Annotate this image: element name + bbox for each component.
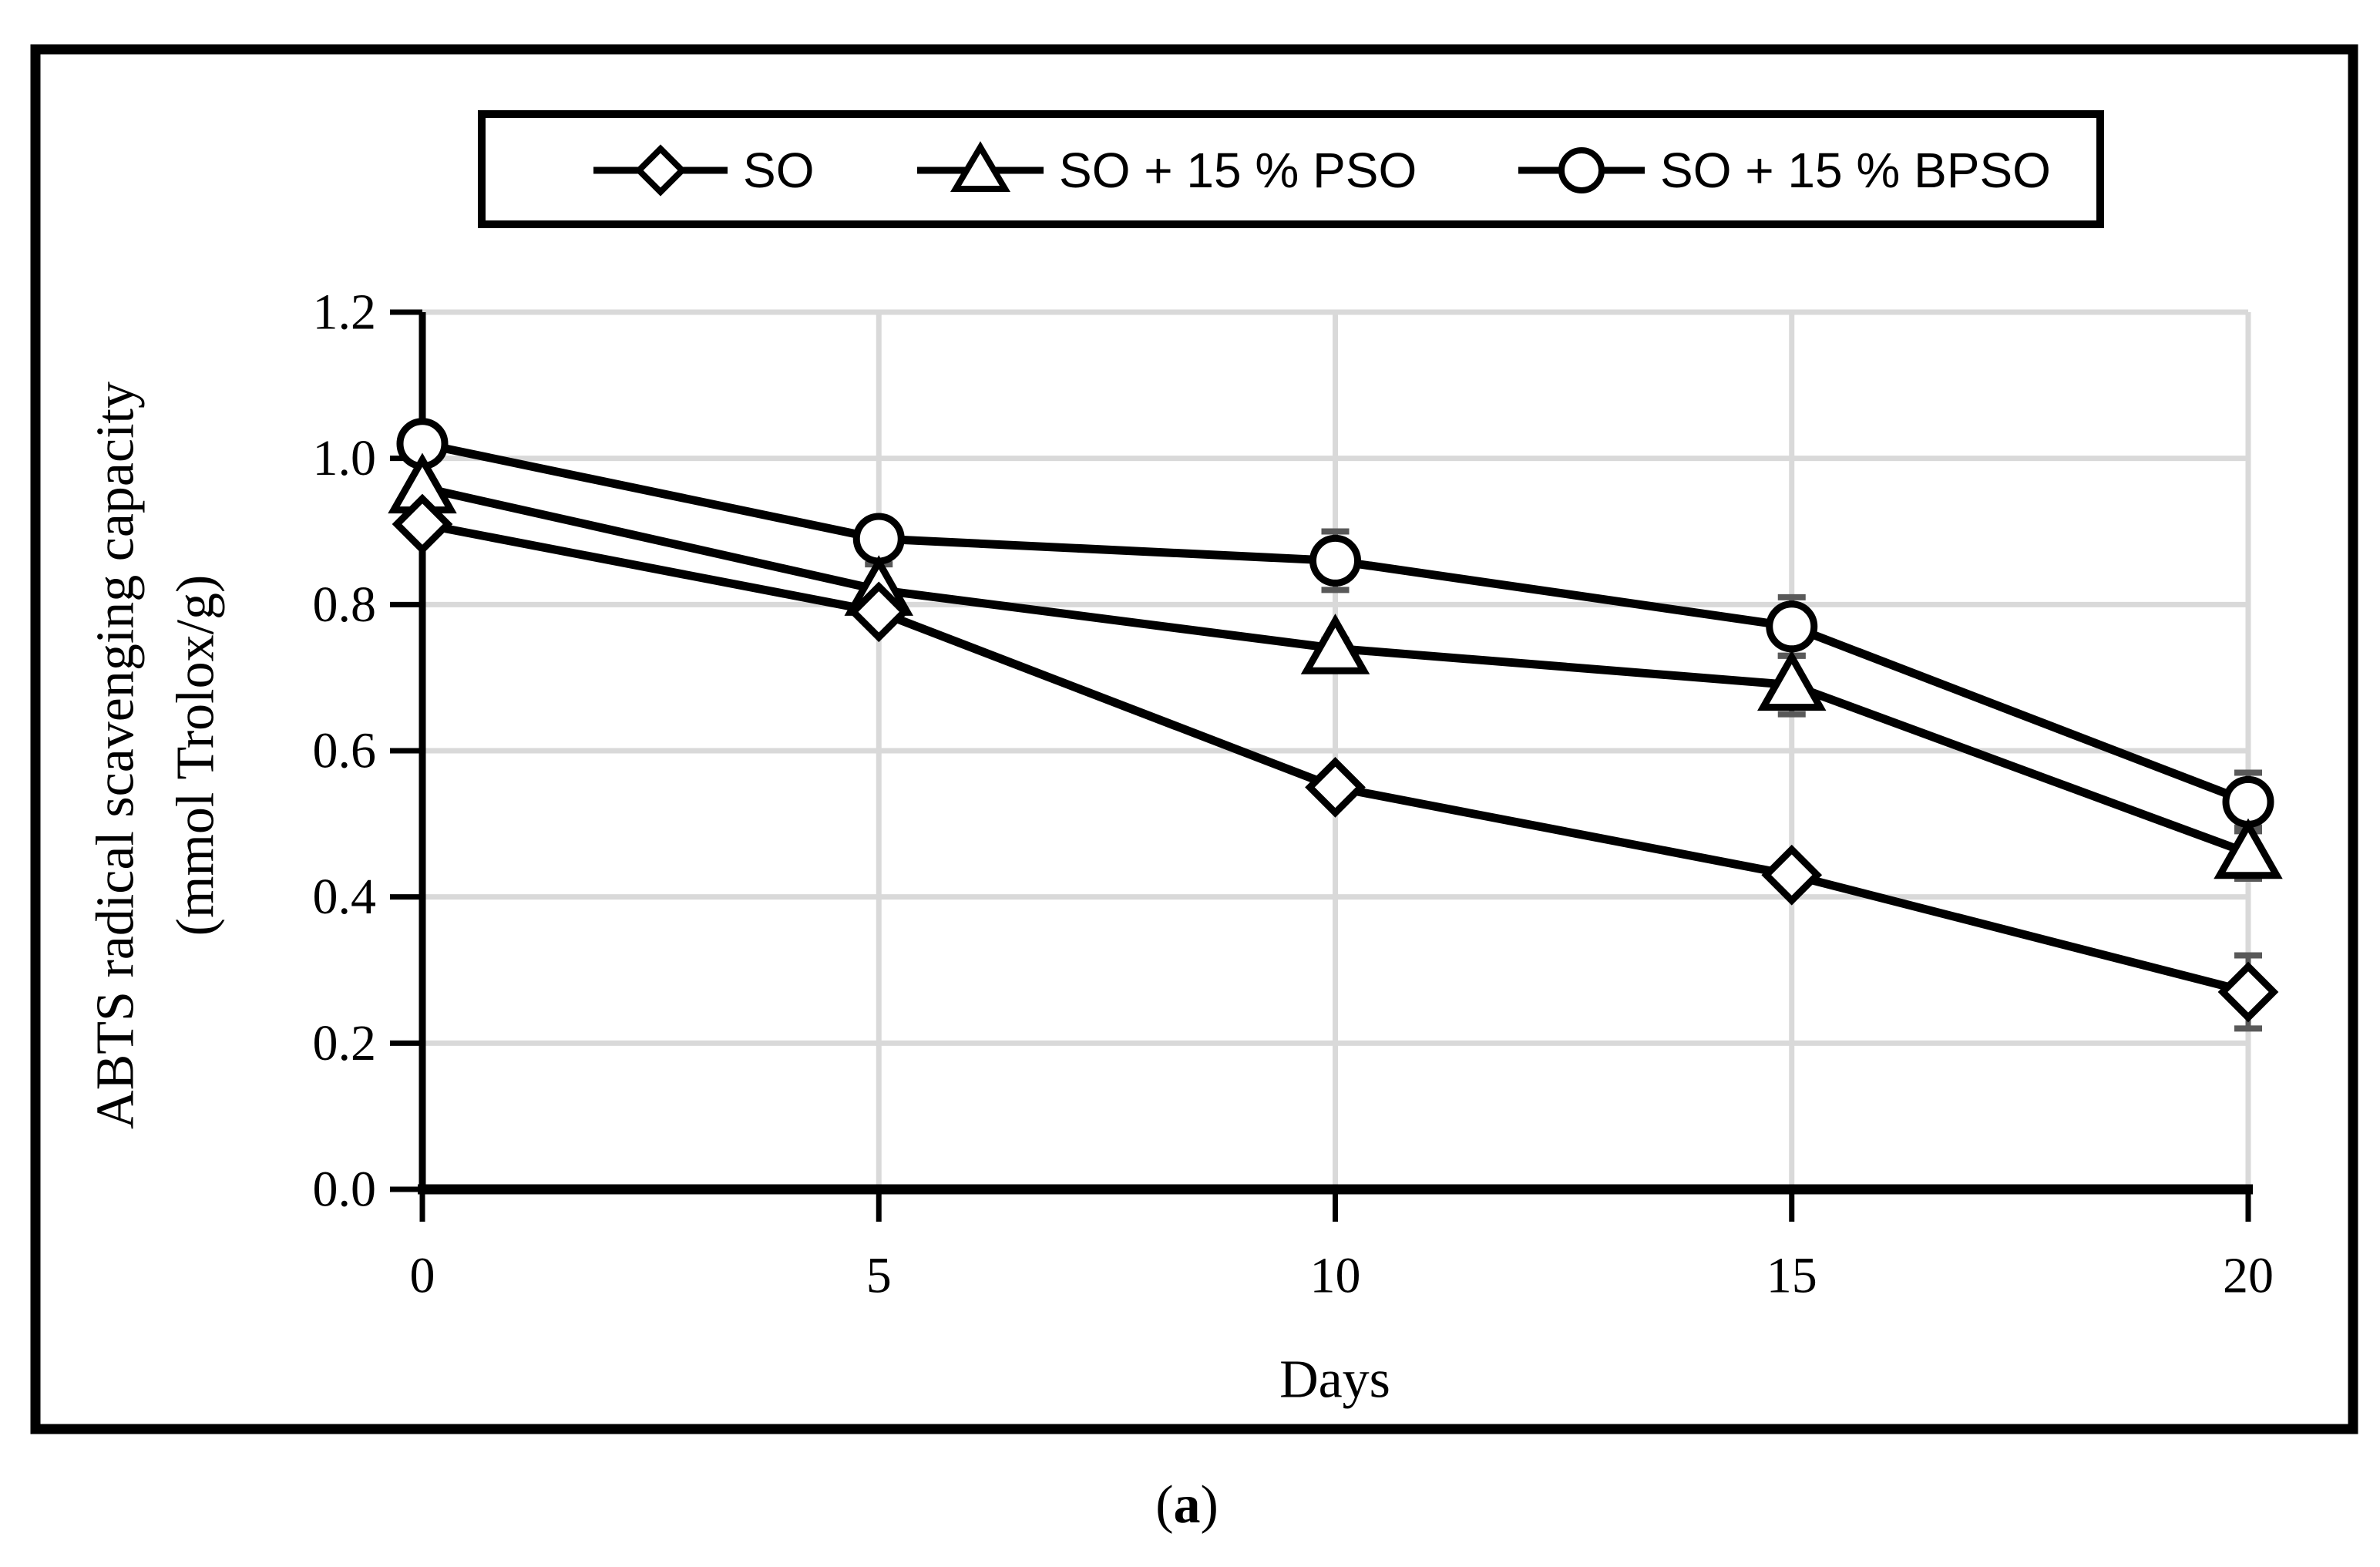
x-tick-label: 0 [410, 1248, 435, 1304]
y-tick-label: 0.6 [313, 723, 377, 779]
legend-entry-pso: SO + 15 % PSO [917, 141, 1417, 198]
series-markers [388, 418, 2283, 1023]
x-axis-title: Days [1279, 1350, 1390, 1410]
y-tick-label: 0.8 [313, 577, 377, 633]
x-tick-label: 20 [2223, 1248, 2274, 1304]
x-tick-label: 5 [866, 1248, 892, 1304]
data-point-triangle [1757, 650, 1827, 711]
y-axis-title-line1: ABTS radical scavenging capacity [86, 382, 146, 1129]
data-point-triangle [2214, 818, 2283, 879]
subfigure-caption: (a) [1155, 1475, 1219, 1535]
data-point-diamond [1305, 757, 1366, 818]
legend-label-pso: SO + 15 % PSO [1059, 143, 1417, 198]
y-tick-label: 0.0 [313, 1162, 377, 1218]
x-tick-label: 15 [1767, 1248, 1817, 1304]
diamond-marker-icon [634, 144, 687, 197]
data-point-diamond [392, 493, 453, 555]
triangle-marker-icon [950, 141, 1011, 192]
data-point-circle [1309, 534, 1361, 587]
legend-box [478, 110, 2104, 228]
data-point-diamond [1761, 844, 1823, 906]
legend-label-so: SO [743, 143, 814, 198]
y-tick-label: 1.0 [313, 430, 377, 486]
circle-marker-icon [1558, 147, 1605, 193]
gridlines [422, 309, 2251, 1189]
data-point-circle [1766, 600, 1818, 653]
x-tick-label: 10 [1310, 1248, 1361, 1304]
legend-entry-bpso: SO + 15 % BPSO [1518, 143, 2051, 198]
figure-border [30, 44, 2358, 1434]
legend: SO SO + 15 % PSO SO + 15 % BPSO [478, 110, 2104, 228]
y-axis-title-line2: (mmol Trolox/g) [166, 575, 226, 937]
tick-labels: 0.0 0.2 0.4 0.6 0.8 1.0 1.2 0 5 10 15 20 [313, 284, 2274, 1304]
y-tick-label: 0.2 [313, 1015, 377, 1071]
data-point-diamond [848, 581, 909, 643]
y-tick-label: 0.4 [313, 869, 377, 925]
data-point-circle [2222, 775, 2274, 828]
data-point-diamond [2217, 961, 2279, 1023]
legend-entry-so: SO [593, 143, 814, 198]
legend-label-bpso: SO + 15 % BPSO [1660, 143, 2051, 198]
data-point-triangle [1300, 614, 1370, 674]
y-tick-label: 1.2 [313, 284, 377, 341]
data-point-circle [852, 513, 905, 565]
